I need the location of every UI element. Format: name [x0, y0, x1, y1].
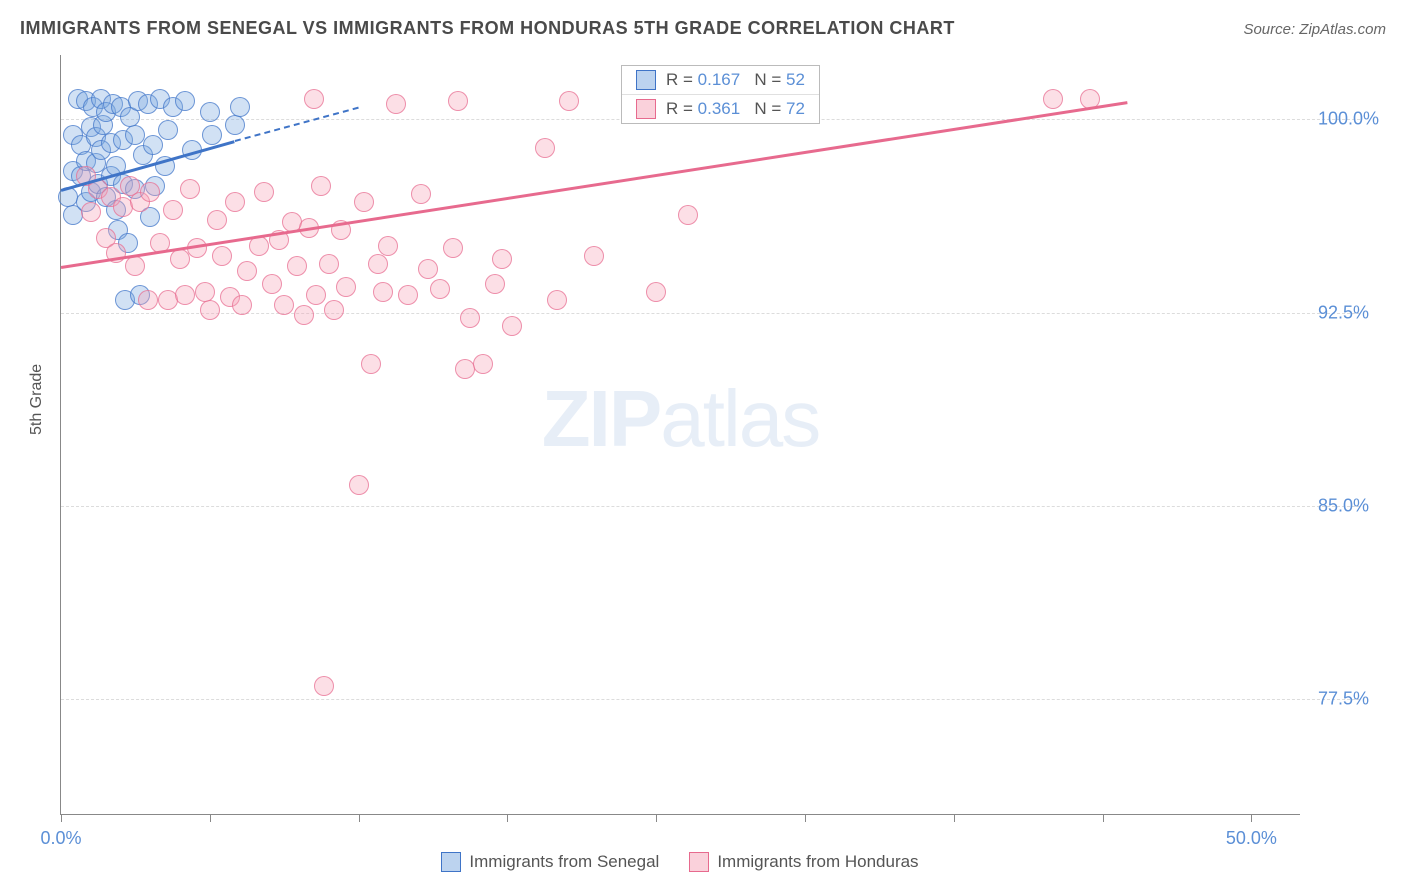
data-point: [202, 125, 222, 145]
data-point: [485, 274, 505, 294]
data-point: [314, 676, 334, 696]
data-point: [448, 91, 468, 111]
trend-line: [61, 101, 1128, 268]
data-point: [492, 249, 512, 269]
source-attribution: Source: ZipAtlas.com: [1243, 21, 1386, 38]
x-tick: [1103, 814, 1104, 822]
y-tick-label: 92.5%: [1318, 302, 1398, 323]
data-point: [287, 256, 307, 276]
data-point: [304, 89, 324, 109]
legend-item: Immigrants from Honduras: [689, 852, 918, 872]
trend-line: [234, 107, 359, 143]
data-point: [262, 274, 282, 294]
data-point: [125, 256, 145, 276]
data-point: [163, 200, 183, 220]
data-point: [195, 282, 215, 302]
y-tick-label: 77.5%: [1318, 689, 1398, 710]
data-point: [225, 192, 245, 212]
data-point: [418, 259, 438, 279]
gridline: [61, 506, 1360, 507]
data-point: [212, 246, 232, 266]
data-point: [200, 300, 220, 320]
legend-item: Immigrants from Senegal: [441, 852, 659, 872]
data-point: [460, 308, 480, 328]
scatter-plot-area: 0.0%50.0%ZIPatlasR = 0.167 N = 52R = 0.3…: [60, 55, 1300, 815]
x-tick: [61, 814, 62, 822]
data-point: [502, 316, 522, 336]
x-tick: [805, 814, 806, 822]
data-point: [368, 254, 388, 274]
gridline: [61, 699, 1360, 700]
y-tick-label: 100.0%: [1318, 109, 1398, 130]
data-point: [373, 282, 393, 302]
x-tick: [1251, 814, 1252, 822]
stats-legend-row: R = 0.167 N = 52: [622, 66, 819, 95]
data-point: [237, 261, 257, 281]
legend-label: Immigrants from Senegal: [469, 852, 659, 872]
data-point: [535, 138, 555, 158]
watermark: ZIPatlas: [542, 373, 819, 465]
x-tick: [954, 814, 955, 822]
data-point: [336, 277, 356, 297]
data-point: [411, 184, 431, 204]
y-axis-label: 5th Grade: [28, 364, 46, 435]
data-point: [175, 285, 195, 305]
data-point: [473, 354, 493, 374]
data-point: [200, 102, 220, 122]
series-swatch: [441, 852, 461, 872]
x-tick: [210, 814, 211, 822]
data-point: [274, 295, 294, 315]
x-tick: [507, 814, 508, 822]
data-point: [354, 192, 374, 212]
x-tick: [359, 814, 360, 822]
data-point: [306, 285, 326, 305]
data-point: [646, 282, 666, 302]
data-point: [584, 246, 604, 266]
data-point: [232, 295, 252, 315]
x-tick-label: 50.0%: [1226, 828, 1277, 849]
stats-text: R = 0.167 N = 52: [666, 70, 805, 90]
stats-legend-row: R = 0.361 N = 72: [622, 95, 819, 123]
gridline: [61, 313, 1360, 314]
data-point: [311, 176, 331, 196]
data-point: [175, 91, 195, 111]
series-swatch: [636, 70, 656, 90]
data-point: [547, 290, 567, 310]
legend-label: Immigrants from Honduras: [717, 852, 918, 872]
data-point: [158, 120, 178, 140]
data-point: [140, 182, 160, 202]
stats-text: R = 0.361 N = 72: [666, 99, 805, 119]
data-point: [143, 135, 163, 155]
data-point: [378, 236, 398, 256]
data-point: [207, 210, 227, 230]
y-tick-label: 85.0%: [1318, 495, 1398, 516]
data-point: [559, 91, 579, 111]
data-point: [294, 305, 314, 325]
data-point: [386, 94, 406, 114]
data-point: [678, 205, 698, 225]
data-point: [225, 115, 245, 135]
series-swatch: [689, 852, 709, 872]
data-point: [1043, 89, 1063, 109]
data-point: [324, 300, 344, 320]
chart-title: IMMIGRANTS FROM SENEGAL VS IMMIGRANTS FR…: [20, 18, 955, 39]
data-point: [180, 179, 200, 199]
data-point: [443, 238, 463, 258]
stats-legend-box: R = 0.167 N = 52 R = 0.361 N = 72: [621, 65, 820, 124]
data-point: [430, 279, 450, 299]
data-point: [349, 475, 369, 495]
data-point: [81, 202, 101, 222]
x-tick-label: 0.0%: [40, 828, 81, 849]
data-point: [254, 182, 274, 202]
data-point: [361, 354, 381, 374]
series-swatch: [636, 99, 656, 119]
x-tick: [656, 814, 657, 822]
bottom-legend: Immigrants from Senegal Immigrants from H…: [60, 852, 1300, 872]
data-point: [230, 97, 250, 117]
data-point: [138, 290, 158, 310]
data-point: [319, 254, 339, 274]
data-point: [398, 285, 418, 305]
